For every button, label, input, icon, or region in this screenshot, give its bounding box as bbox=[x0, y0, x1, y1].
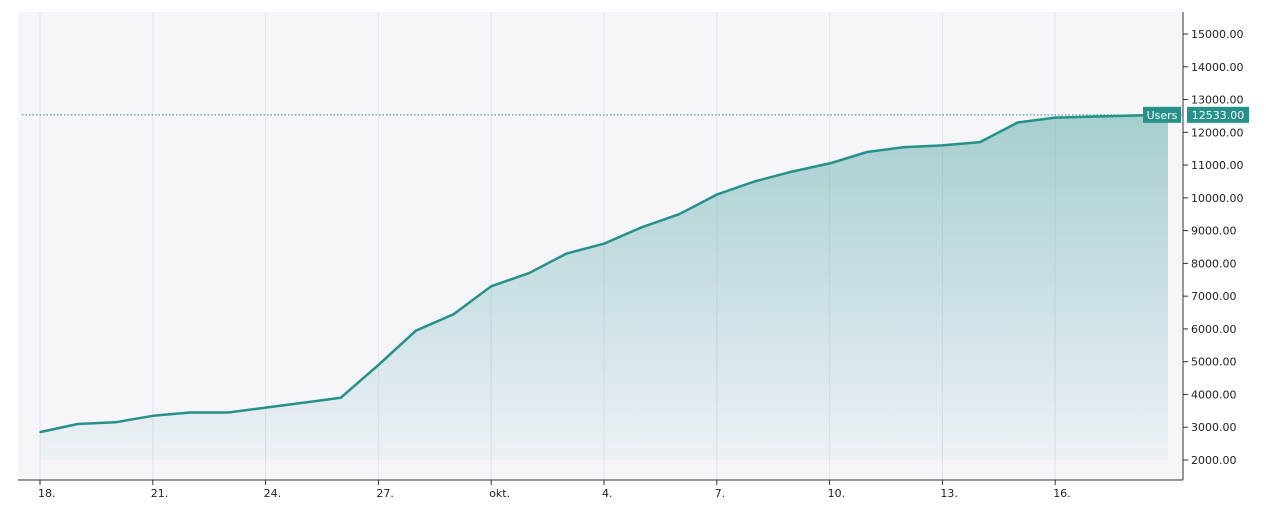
y-tick-label: 8000.00 bbox=[1191, 257, 1237, 270]
y-tick-label: 5000.00 bbox=[1191, 356, 1237, 369]
data-point bbox=[603, 242, 605, 245]
y-tick-label: 12000.00 bbox=[1191, 126, 1244, 139]
data-point bbox=[828, 162, 831, 165]
x-tick-label: okt. bbox=[489, 487, 510, 500]
data-point bbox=[152, 415, 154, 417]
data-point bbox=[678, 213, 680, 215]
y-tick-label: 15000.00 bbox=[1191, 28, 1244, 41]
series-line-layer bbox=[39, 113, 1169, 434]
series-name-label: Users bbox=[1147, 109, 1178, 122]
data-point bbox=[979, 141, 981, 143]
y-tick-label: 4000.00 bbox=[1191, 388, 1237, 401]
data-point bbox=[565, 252, 568, 255]
data-point bbox=[76, 423, 79, 425]
x-tick-label: 7. bbox=[715, 487, 726, 500]
data-point bbox=[753, 180, 756, 183]
data-point bbox=[490, 285, 493, 288]
data-point bbox=[302, 401, 305, 404]
x-tick-label: 10. bbox=[828, 487, 846, 500]
data-point bbox=[39, 431, 41, 433]
data-point bbox=[528, 272, 530, 275]
last-value-label-layer: Users 12533.00 bbox=[22, 106, 1249, 123]
x-tick-label: 16. bbox=[1053, 487, 1071, 500]
data-point bbox=[227, 411, 229, 414]
data-point bbox=[415, 329, 417, 332]
y-tick-label: 7000.00 bbox=[1191, 290, 1237, 303]
last-value-label: 12533.00 bbox=[1192, 109, 1245, 122]
data-point bbox=[716, 193, 718, 196]
data-point bbox=[1054, 116, 1056, 119]
y-tick-label: 11000.00 bbox=[1191, 159, 1244, 172]
data-point bbox=[114, 421, 116, 424]
data-point bbox=[452, 313, 455, 316]
y-tick-label: 9000.00 bbox=[1191, 225, 1237, 238]
x-tick-label: 27. bbox=[376, 487, 394, 500]
data-point bbox=[1129, 114, 1132, 117]
y-tick-label: 14000.00 bbox=[1191, 61, 1244, 74]
x-tick-label: 13. bbox=[940, 487, 958, 500]
x-tick-label: 24. bbox=[264, 487, 282, 500]
y-tick-label: 10000.00 bbox=[1191, 192, 1244, 205]
data-point bbox=[340, 396, 342, 399]
area-fill-layer bbox=[40, 114, 1168, 461]
data-point bbox=[904, 146, 906, 148]
series-name-tag bbox=[1143, 106, 1181, 123]
x-tick-label: 21. bbox=[151, 487, 169, 500]
data-point bbox=[1092, 115, 1094, 118]
data-point bbox=[866, 151, 868, 153]
data-point bbox=[189, 411, 192, 414]
series-area-fill bbox=[40, 114, 1168, 461]
y-tick-label: 3000.00 bbox=[1191, 421, 1237, 434]
y-tick-label: 13000.00 bbox=[1191, 94, 1244, 107]
data-point bbox=[1016, 121, 1019, 124]
data-point bbox=[264, 406, 267, 409]
x-tick-label: 4. bbox=[602, 487, 613, 500]
last-value-tag bbox=[1187, 106, 1249, 123]
data-point bbox=[791, 170, 793, 173]
x-tick-label: 18. bbox=[38, 487, 56, 500]
data-point bbox=[640, 226, 643, 229]
axes: 18. 21. 24. 27. okt. 4. 7. 10. 13. 16. 2000.00 3000… bbox=[18, 12, 1244, 500]
data-point bbox=[941, 144, 944, 147]
y-tick-label: 2000.00 bbox=[1191, 454, 1237, 467]
data-point bbox=[377, 364, 380, 366]
y-tick-label: 6000.00 bbox=[1191, 323, 1237, 336]
